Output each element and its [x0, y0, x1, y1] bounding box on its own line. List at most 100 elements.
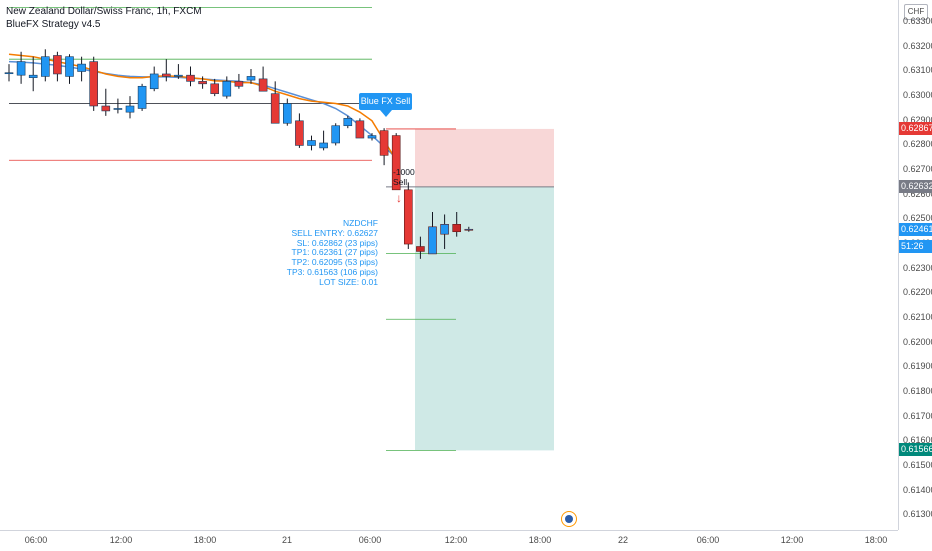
time-tick-label: 22: [617, 535, 628, 545]
time-tick-label: 18:00: [528, 535, 552, 545]
info-sl: SL: 0.62862 (23 pips): [296, 237, 378, 248]
stop-price-tag: 0.62867: [899, 122, 932, 136]
candle-bear: [198, 81, 207, 85]
target-price-tag: 0.61566: [899, 443, 932, 457]
time-tick-label: 06:00: [24, 535, 48, 545]
candle-bull: [174, 74, 183, 77]
candle-bull: [440, 224, 449, 235]
candle-bear: [210, 83, 219, 94]
candle-bull: [40, 56, 50, 77]
chart-area[interactable]: New Zealand Dollar/Swiss Franc, 1h, FXCM…: [0, 0, 898, 530]
sell-arrow-icon: ↓: [396, 191, 402, 205]
candle-bear: [391, 135, 401, 191]
candle-bull: [222, 81, 232, 97]
sell-signal-pointer: [380, 110, 392, 117]
time-tick-label: 21: [281, 535, 292, 545]
candle-bear: [270, 93, 280, 124]
order-side: Sell: [393, 177, 408, 187]
order-quantity: -1000: [393, 167, 415, 177]
price-chart[interactable]: [0, 0, 898, 530]
time-tick-label: 06:00: [358, 535, 382, 545]
candle-bear: [186, 74, 195, 82]
time-tick-label: 18:00: [864, 535, 888, 545]
info-tp3: TP3: 0.61563 (106 pips): [286, 266, 378, 277]
candle-bear: [452, 224, 462, 233]
candle-bull: [28, 74, 38, 78]
candle-bull: [464, 228, 474, 231]
candle-bear: [416, 246, 425, 252]
info-tp1: TP1: 0.62361 (27 pips): [291, 247, 378, 258]
info-lot: LOT SIZE: 0.01: [319, 276, 378, 287]
candle-bull: [149, 73, 159, 90]
candle-bull: [246, 76, 256, 81]
candle-bull: [4, 72, 14, 75]
candle-bull: [137, 85, 147, 109]
time-axis[interactable]: 06:00 12:00 18:00 21 06:00 12:00 18:00 22 06:00 1…: [0, 530, 898, 551]
candle-bull: [307, 140, 316, 146]
candle-bull: [113, 108, 123, 110]
time-tick-label: 18:00: [193, 535, 217, 545]
candle-bull: [16, 61, 26, 76]
risk-zone: [415, 128, 554, 187]
current-price-tag: 0.62461: [899, 222, 932, 236]
candle-bull: [428, 226, 437, 255]
candle-bull: [65, 56, 74, 77]
info-tp2: TP2: 0.62095 (53 pips): [291, 257, 378, 268]
candle-bear: [379, 130, 389, 156]
symbol-title: New Zealand Dollar/Swiss Franc, 1h, FXCM: [6, 6, 202, 17]
entry-price-tag: 0.62632: [899, 180, 932, 194]
trade-info-panel: NZDCHF SELL ENTRY: 0.62627 SL: 0.62862 (…: [280, 218, 378, 288]
time-tick-label: 06:00: [696, 535, 720, 545]
candle-bear: [258, 78, 268, 92]
candle-bear: [403, 189, 413, 245]
go-to-realtime-button[interactable]: [561, 511, 577, 527]
time-tick-label: 12:00: [444, 535, 468, 545]
time-tick-label: 12:00: [109, 535, 133, 545]
strategy-title: BlueFX Strategy v4.5: [6, 19, 101, 30]
reward-zone: [415, 186, 554, 451]
realtime-icon: [565, 515, 573, 523]
candle-bull: [319, 142, 328, 149]
time-tick-label: 12:00: [780, 535, 804, 545]
sell-signal-label: Blue FX Sell: [359, 93, 412, 110]
candle-bear: [355, 120, 365, 139]
candle-bull: [367, 135, 377, 139]
candle-bear: [53, 55, 62, 75]
candle-bull: [282, 103, 292, 124]
candle-bear: [234, 81, 244, 87]
info-pair: NZDCHF: [343, 218, 378, 228]
candle-bull: [343, 118, 353, 127]
countdown-tag: 51:26: [899, 239, 932, 253]
candle-bull: [77, 63, 86, 72]
candle-bear: [101, 105, 111, 112]
candle-bear: [89, 61, 98, 107]
order-label: -1000 Sell: [393, 167, 415, 187]
candle-bull: [331, 125, 341, 144]
candle-bear: [295, 120, 304, 146]
currency-button[interactable]: CHF: [904, 4, 928, 20]
price-axis[interactable]: CHF 0.633000.632000.631000.630000.629000…: [898, 0, 932, 530]
candle-bear: [162, 73, 171, 77]
info-entry: SELL ENTRY: 0.62627: [291, 227, 378, 238]
candle-bull: [125, 105, 135, 113]
